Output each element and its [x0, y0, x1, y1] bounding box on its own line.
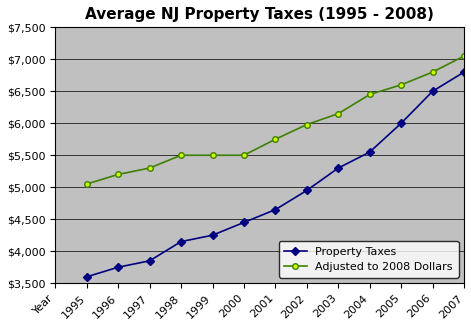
Property Taxes	[241, 220, 247, 224]
Property Taxes	[147, 259, 153, 263]
Property Taxes	[367, 150, 373, 154]
Adjusted to 2008 Dollars	[210, 153, 215, 157]
Property Taxes	[430, 89, 435, 93]
Property Taxes	[304, 188, 309, 192]
Adjusted to 2008 Dollars	[147, 166, 153, 170]
Property Taxes	[335, 166, 341, 170]
Property Taxes	[461, 70, 467, 74]
Adjusted to 2008 Dollars	[178, 153, 184, 157]
Legend: Property Taxes, Adjusted to 2008 Dollars: Property Taxes, Adjusted to 2008 Dollars	[279, 241, 458, 278]
Line: Property Taxes: Property Taxes	[84, 57, 471, 280]
Adjusted to 2008 Dollars	[461, 54, 467, 58]
Adjusted to 2008 Dollars	[115, 172, 121, 176]
Line: Adjusted to 2008 Dollars: Adjusted to 2008 Dollars	[84, 53, 471, 187]
Property Taxes	[178, 240, 184, 244]
Adjusted to 2008 Dollars	[273, 137, 278, 141]
Property Taxes	[84, 275, 89, 279]
Adjusted to 2008 Dollars	[241, 153, 247, 157]
Property Taxes	[273, 208, 278, 212]
Title: Average NJ Property Taxes (1995 - 2008): Average NJ Property Taxes (1995 - 2008)	[85, 7, 434, 22]
Adjusted to 2008 Dollars	[430, 70, 435, 74]
Adjusted to 2008 Dollars	[335, 112, 341, 116]
Adjusted to 2008 Dollars	[398, 83, 404, 87]
Property Taxes	[115, 265, 121, 269]
Property Taxes	[398, 121, 404, 125]
Property Taxes	[210, 233, 215, 237]
Adjusted to 2008 Dollars	[304, 123, 309, 127]
Adjusted to 2008 Dollars	[84, 182, 89, 186]
Adjusted to 2008 Dollars	[367, 93, 373, 96]
